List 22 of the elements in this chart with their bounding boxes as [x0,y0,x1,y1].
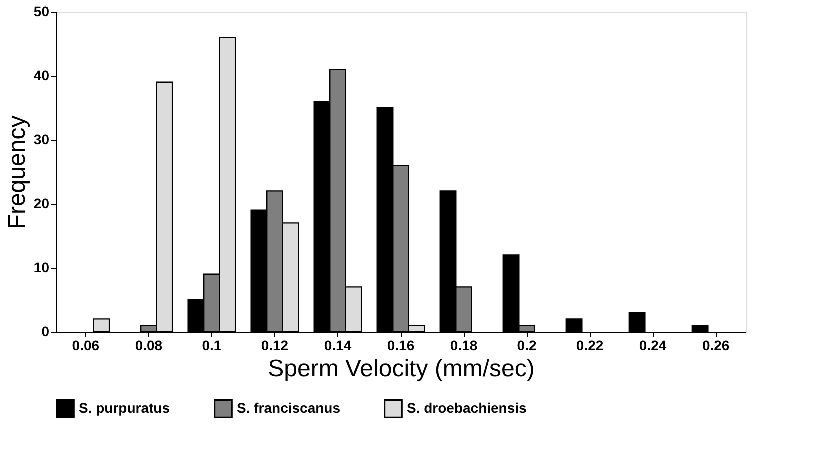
x-tick-label: 0.12 [261,338,289,354]
y-axis-title: Frequency [4,116,31,230]
x-tick-label: 0.24 [639,338,667,354]
y-tick-label: 30 [34,132,50,148]
y-tick-label: 10 [34,260,50,276]
x-tick-label: 0.16 [387,338,415,354]
y-tick-label: 20 [34,196,50,212]
legend-label: S. purpuratus [79,400,170,416]
x-tick-label: 0.08 [135,338,163,354]
x-tick-label: 0.18 [450,338,478,354]
x-tick-label: 0.14 [324,338,352,354]
y-tick-label: 50 [34,4,50,20]
x-tick-label: 0.22 [576,338,604,354]
x-tick-label: 0.26 [702,338,730,354]
y-tick-label: 0 [42,324,50,340]
x-tick-label: 0.1 [202,338,222,354]
x-axis-title: Sperm Velocity (mm/sec) [268,356,535,382]
y-tick-label: 40 [34,68,50,84]
legend-label: S. franciscanus [237,400,341,416]
x-tick-label: 0.06 [72,338,100,354]
legend-label: S. droebachiensis [407,400,528,416]
x-tick-label: 0.2 [517,338,537,354]
